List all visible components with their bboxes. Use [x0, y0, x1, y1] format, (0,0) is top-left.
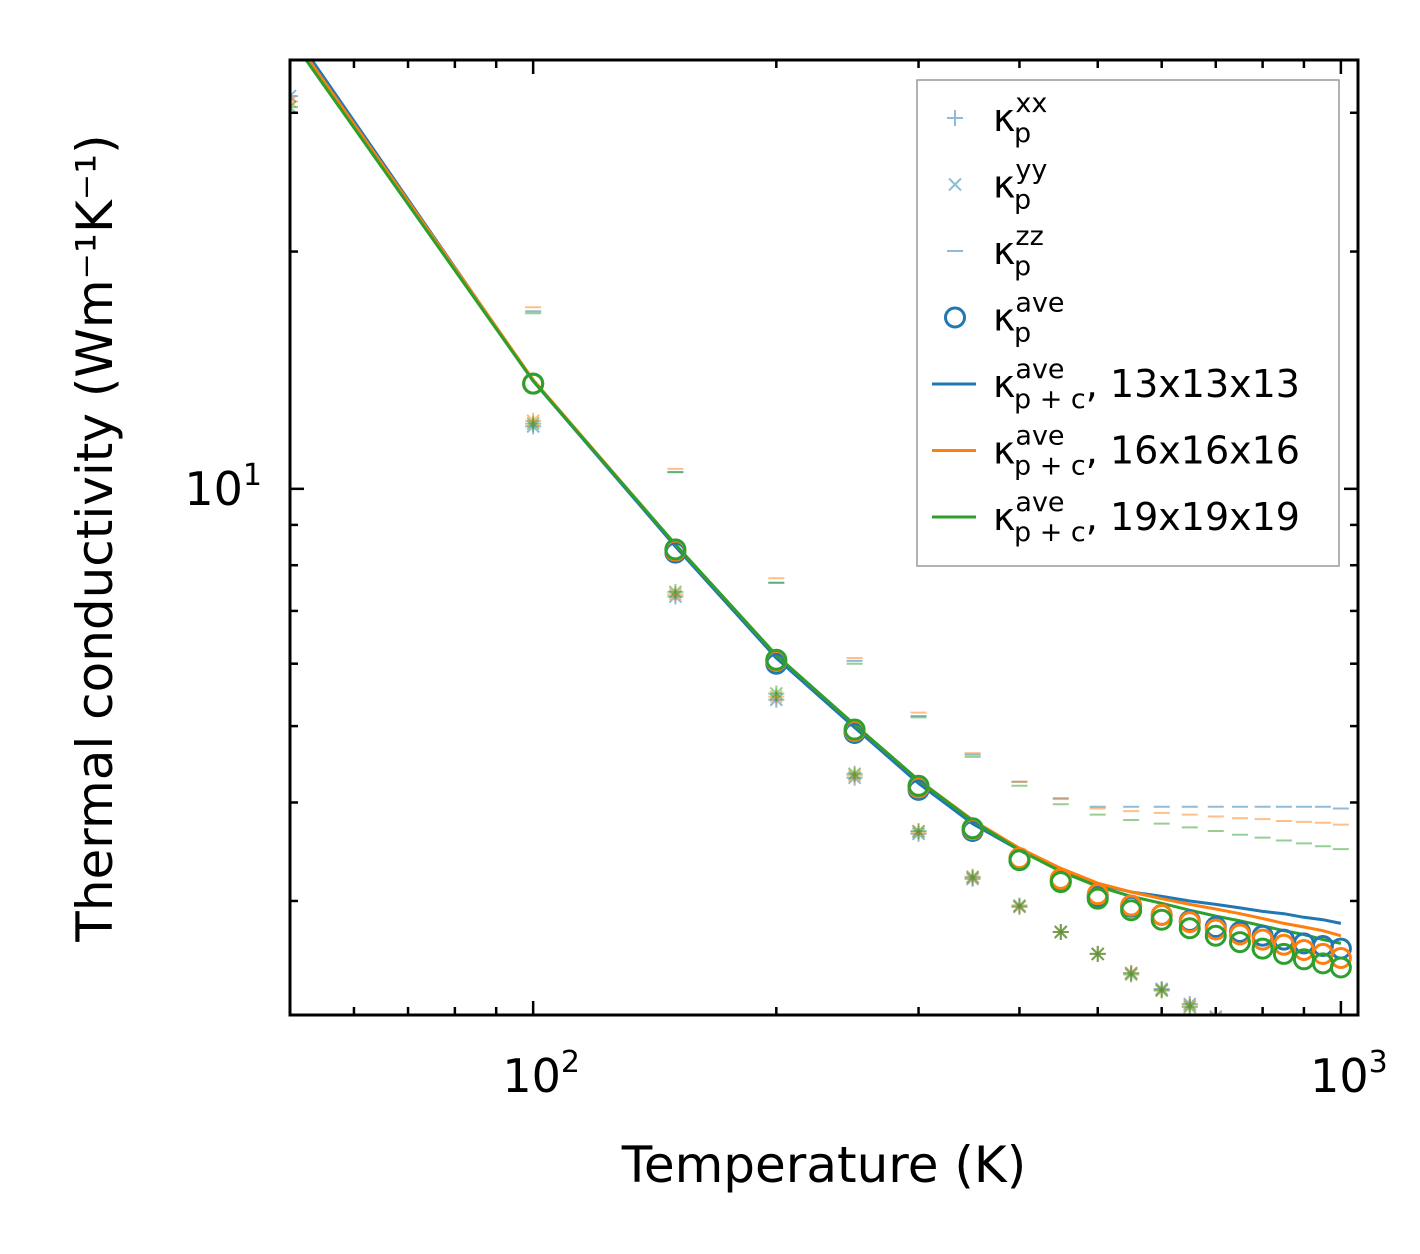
- kyy-point-16x16x16-50: [290, 94, 297, 109]
- kave-point-16x16x16-650: [1178, 911, 1201, 934]
- kave-point-19x19x19-250: [843, 718, 866, 741]
- kave-point-19x19x19-550: [1120, 899, 1143, 922]
- kave-point-19x19x19-450: [1049, 871, 1072, 894]
- kyy-point-13x13x13-850: [1278, 1039, 1290, 1051]
- legend-label: κave p + c, 13x13x13: [993, 354, 1300, 415]
- kave-point-16x16x16-750: [1228, 923, 1251, 946]
- kave-point-19x19x19-500: [1086, 887, 1109, 910]
- legend-label: κave p: [993, 288, 1065, 349]
- x-tick-label-1000: 103: [1310, 1045, 1388, 1103]
- kave-point-19x19x19-100: [522, 372, 545, 395]
- y-axis-label: Thermal conductivity (Wm⁻¹K⁻¹): [66, 134, 124, 942]
- legend-label: κxx p: [993, 88, 1047, 149]
- kxx-point-19x19x19-750: [1232, 1025, 1248, 1041]
- kyy-point-19x19x19-400: [1012, 898, 1027, 913]
- legend-label: κyy p: [993, 155, 1047, 216]
- kave-point-19x19x19-700: [1204, 924, 1227, 947]
- legend-marker-x: [948, 177, 962, 192]
- kave-point-13x13x13-50: [281, 21, 300, 40]
- kave-point-19x19x19-1000: [1329, 956, 1352, 979]
- kyy-point-13x13x13-700: [1209, 1009, 1223, 1015]
- kave-point-16x16x16-700: [1204, 918, 1227, 941]
- legend-label: κave p + c, 19x19x19: [993, 487, 1300, 548]
- kyy-point-19x19x19-50: [290, 100, 297, 114]
- kyy-point-19x19x19-150: [668, 585, 683, 599]
- plot-frame: [288, 58, 1360, 1017]
- kave-point-16x16x16-50: [281, 24, 300, 43]
- kyy-point-19x19x19-650: [1183, 1000, 1197, 1014]
- kyy-point-19x19x19-100: [526, 416, 540, 431]
- kxx-point-16x16x16-750: [1232, 1022, 1248, 1038]
- kyy-point-19x19x19-600: [1154, 983, 1169, 998]
- kave-point-19x19x19-600: [1150, 908, 1173, 931]
- legend-marker-circle: [944, 306, 966, 329]
- kave-point-19x19x19-350: [961, 817, 984, 840]
- kxx-point-16x16x16-850: [1276, 1040, 1292, 1056]
- kave-point-16x16x16-800: [1251, 928, 1274, 951]
- kxx-point-19x19x19-50: [290, 99, 298, 116]
- kyy-point-19x19x19-900: [1298, 1057, 1310, 1069]
- legend-label: κave p + c, 16x16x16: [993, 421, 1300, 482]
- kave-point-19x19x19-50: [281, 29, 300, 48]
- legend-marker-plus: [947, 110, 963, 126]
- kyy-point-19x19x19-350: [965, 870, 980, 884]
- kyy-point-13x13x13-800: [1257, 1030, 1269, 1042]
- legend-label: κzz p: [993, 221, 1044, 282]
- kxx-point-13x13x13-800: [1255, 1028, 1271, 1044]
- kyy-point-19x19x19-800: [1257, 1037, 1269, 1049]
- kave-point-19x19x19-400: [1008, 849, 1031, 872]
- kyy-point-16x16x16-900: [1298, 1051, 1310, 1063]
- kyy-point-16x16x16-850: [1278, 1042, 1290, 1054]
- kyy-point-19x19x19-500: [1091, 947, 1105, 961]
- x-axis-label: Temperature (K): [621, 1136, 1026, 1194]
- kyy-point-13x13x13-50: [290, 89, 297, 103]
- kave-point-19x19x19-650: [1178, 917, 1201, 940]
- kxx-point-19x19x19-800: [1255, 1035, 1271, 1051]
- x-tick-label-100: 102: [502, 1045, 580, 1103]
- kxx-point-13x13x13-850: [1276, 1037, 1292, 1053]
- kyy-point-19x19x19-750: [1234, 1027, 1246, 1039]
- kave-point-19x19x19-750: [1228, 931, 1251, 954]
- y-tick-label-10: 101: [184, 458, 262, 516]
- kyy-point-19x19x19-200: [769, 686, 784, 701]
- kxx-point-13x13x13-750: [1232, 1020, 1248, 1036]
- kyy-point-19x19x19-250: [847, 767, 862, 781]
- kave-point-19x19x19-200: [765, 648, 788, 671]
- kyy-point-19x19x19-550: [1124, 967, 1138, 982]
- kave-point-16x16x16-850: [1272, 933, 1295, 956]
- kave-point-19x19x19-800: [1251, 937, 1274, 960]
- legend-box: [916, 79, 1340, 567]
- kave-point-19x19x19-150: [664, 538, 687, 561]
- kyy-point-13x13x13-750: [1234, 1022, 1246, 1034]
- kyy-point-16x16x16-750: [1234, 1024, 1246, 1036]
- kyy-point-13x13x13-900: [1298, 1048, 1310, 1060]
- kxx-point-19x19x19-850: [1276, 1046, 1292, 1062]
- kave-point-19x19x19-300: [907, 774, 930, 797]
- kave-point-19x19x19-850: [1272, 942, 1295, 965]
- kyy-point-19x19x19-450: [1054, 925, 1068, 939]
- kyy-point-16x16x16-800: [1257, 1034, 1269, 1046]
- kyy-point-19x19x19-300: [911, 824, 926, 838]
- kyy-point-19x19x19-850: [1278, 1048, 1290, 1060]
- kxx-point-16x16x16-800: [1255, 1032, 1271, 1048]
